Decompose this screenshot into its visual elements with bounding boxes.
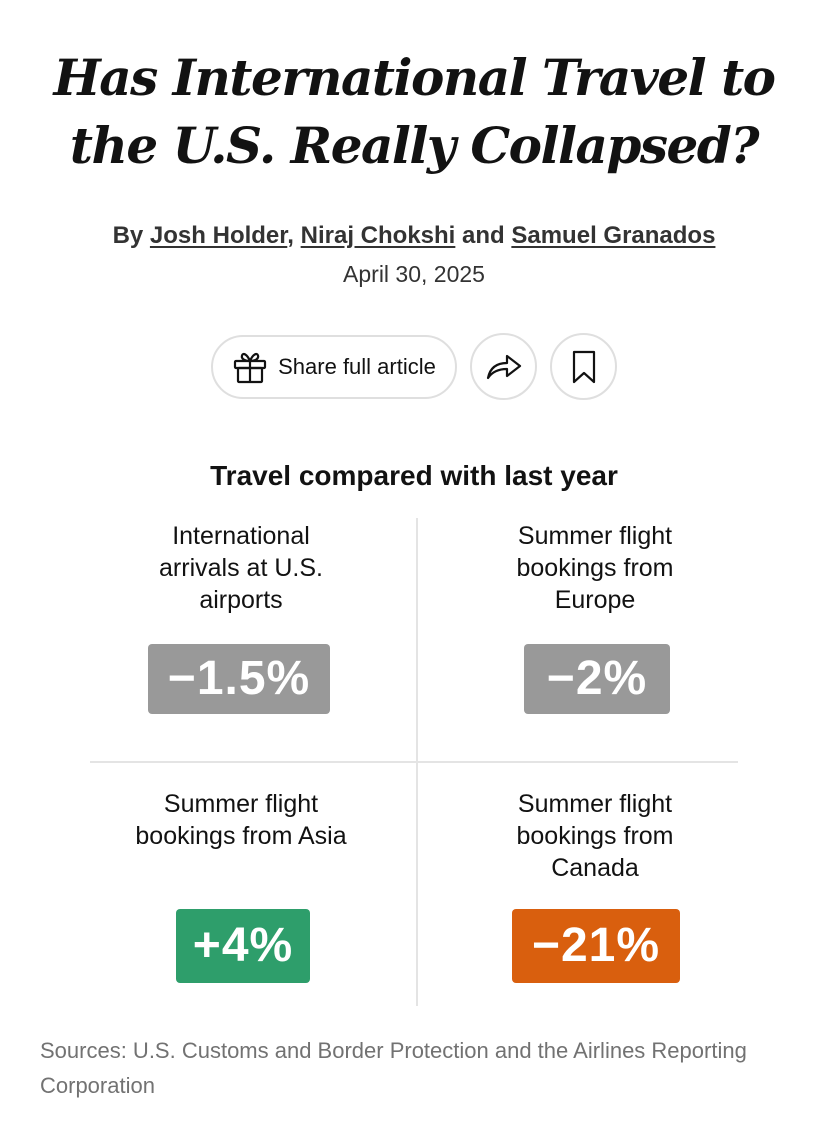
stat-value-badge: −21% — [512, 909, 680, 983]
byline: By Josh Holder, Niraj Chokshi and Samuel… — [0, 220, 828, 252]
share-arrow-icon — [485, 352, 523, 382]
byline-separator: , — [287, 222, 294, 249]
stat-value-badge: −1.5% — [148, 644, 330, 714]
stat-value-badge: −2% — [524, 644, 670, 714]
sources-note: Sources: U.S. Customs and Border Protect… — [40, 1038, 747, 1098]
publish-date: April 30, 2025 — [343, 261, 485, 287]
bookmark-icon — [571, 350, 597, 384]
stat-cell-us-arrivals: International arrivals at U.S. airports … — [78, 520, 404, 714]
stat-cell-canada-bookings: Summer flight bookings from Canada −21% — [432, 788, 758, 983]
gift-icon — [232, 349, 268, 385]
share-full-article-button[interactable]: Share full article — [211, 334, 457, 399]
stat-value-badge: +4% — [176, 909, 310, 983]
stat-label: Summer flight bookings from Europe — [516, 522, 674, 614]
share-button[interactable] — [470, 333, 537, 400]
graphic-title: Travel compared with last year — [210, 460, 618, 491]
headline: Has International Travel to the U.S. Rea… — [53, 48, 776, 175]
share-full-article-label: Share full article — [278, 353, 436, 379]
stat-label: International arrivals at U.S. airports — [159, 522, 323, 614]
bookmark-button[interactable] — [550, 333, 617, 400]
author-link[interactable]: Samuel Granados — [511, 222, 716, 249]
article-actions: Share full article — [211, 333, 617, 400]
byline-prefix: By — [112, 222, 144, 249]
author-link[interactable]: Niraj Chokshi — [300, 222, 456, 249]
stat-cell-asia-bookings: Summer flight bookings from Asia +4% — [78, 788, 404, 983]
author-link[interactable]: Josh Holder — [149, 222, 288, 249]
stat-label: Summer flight bookings from Asia — [135, 790, 347, 850]
stat-label: Summer flight bookings from Canada — [516, 790, 674, 882]
grid-divider-horizontal — [90, 761, 738, 763]
stat-cell-europe-bookings: Summer flight bookings from Europe −2% — [432, 520, 758, 714]
byline-and: and — [462, 222, 505, 249]
